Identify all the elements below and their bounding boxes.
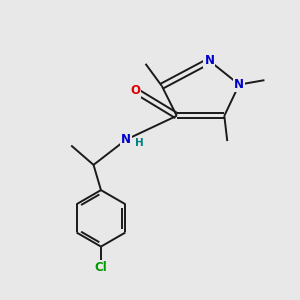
- Text: O: O: [130, 84, 140, 97]
- Text: N: N: [121, 133, 131, 146]
- Text: N: N: [234, 78, 244, 91]
- Text: Cl: Cl: [94, 261, 107, 274]
- Text: H: H: [135, 138, 144, 148]
- Text: N: N: [204, 54, 214, 67]
